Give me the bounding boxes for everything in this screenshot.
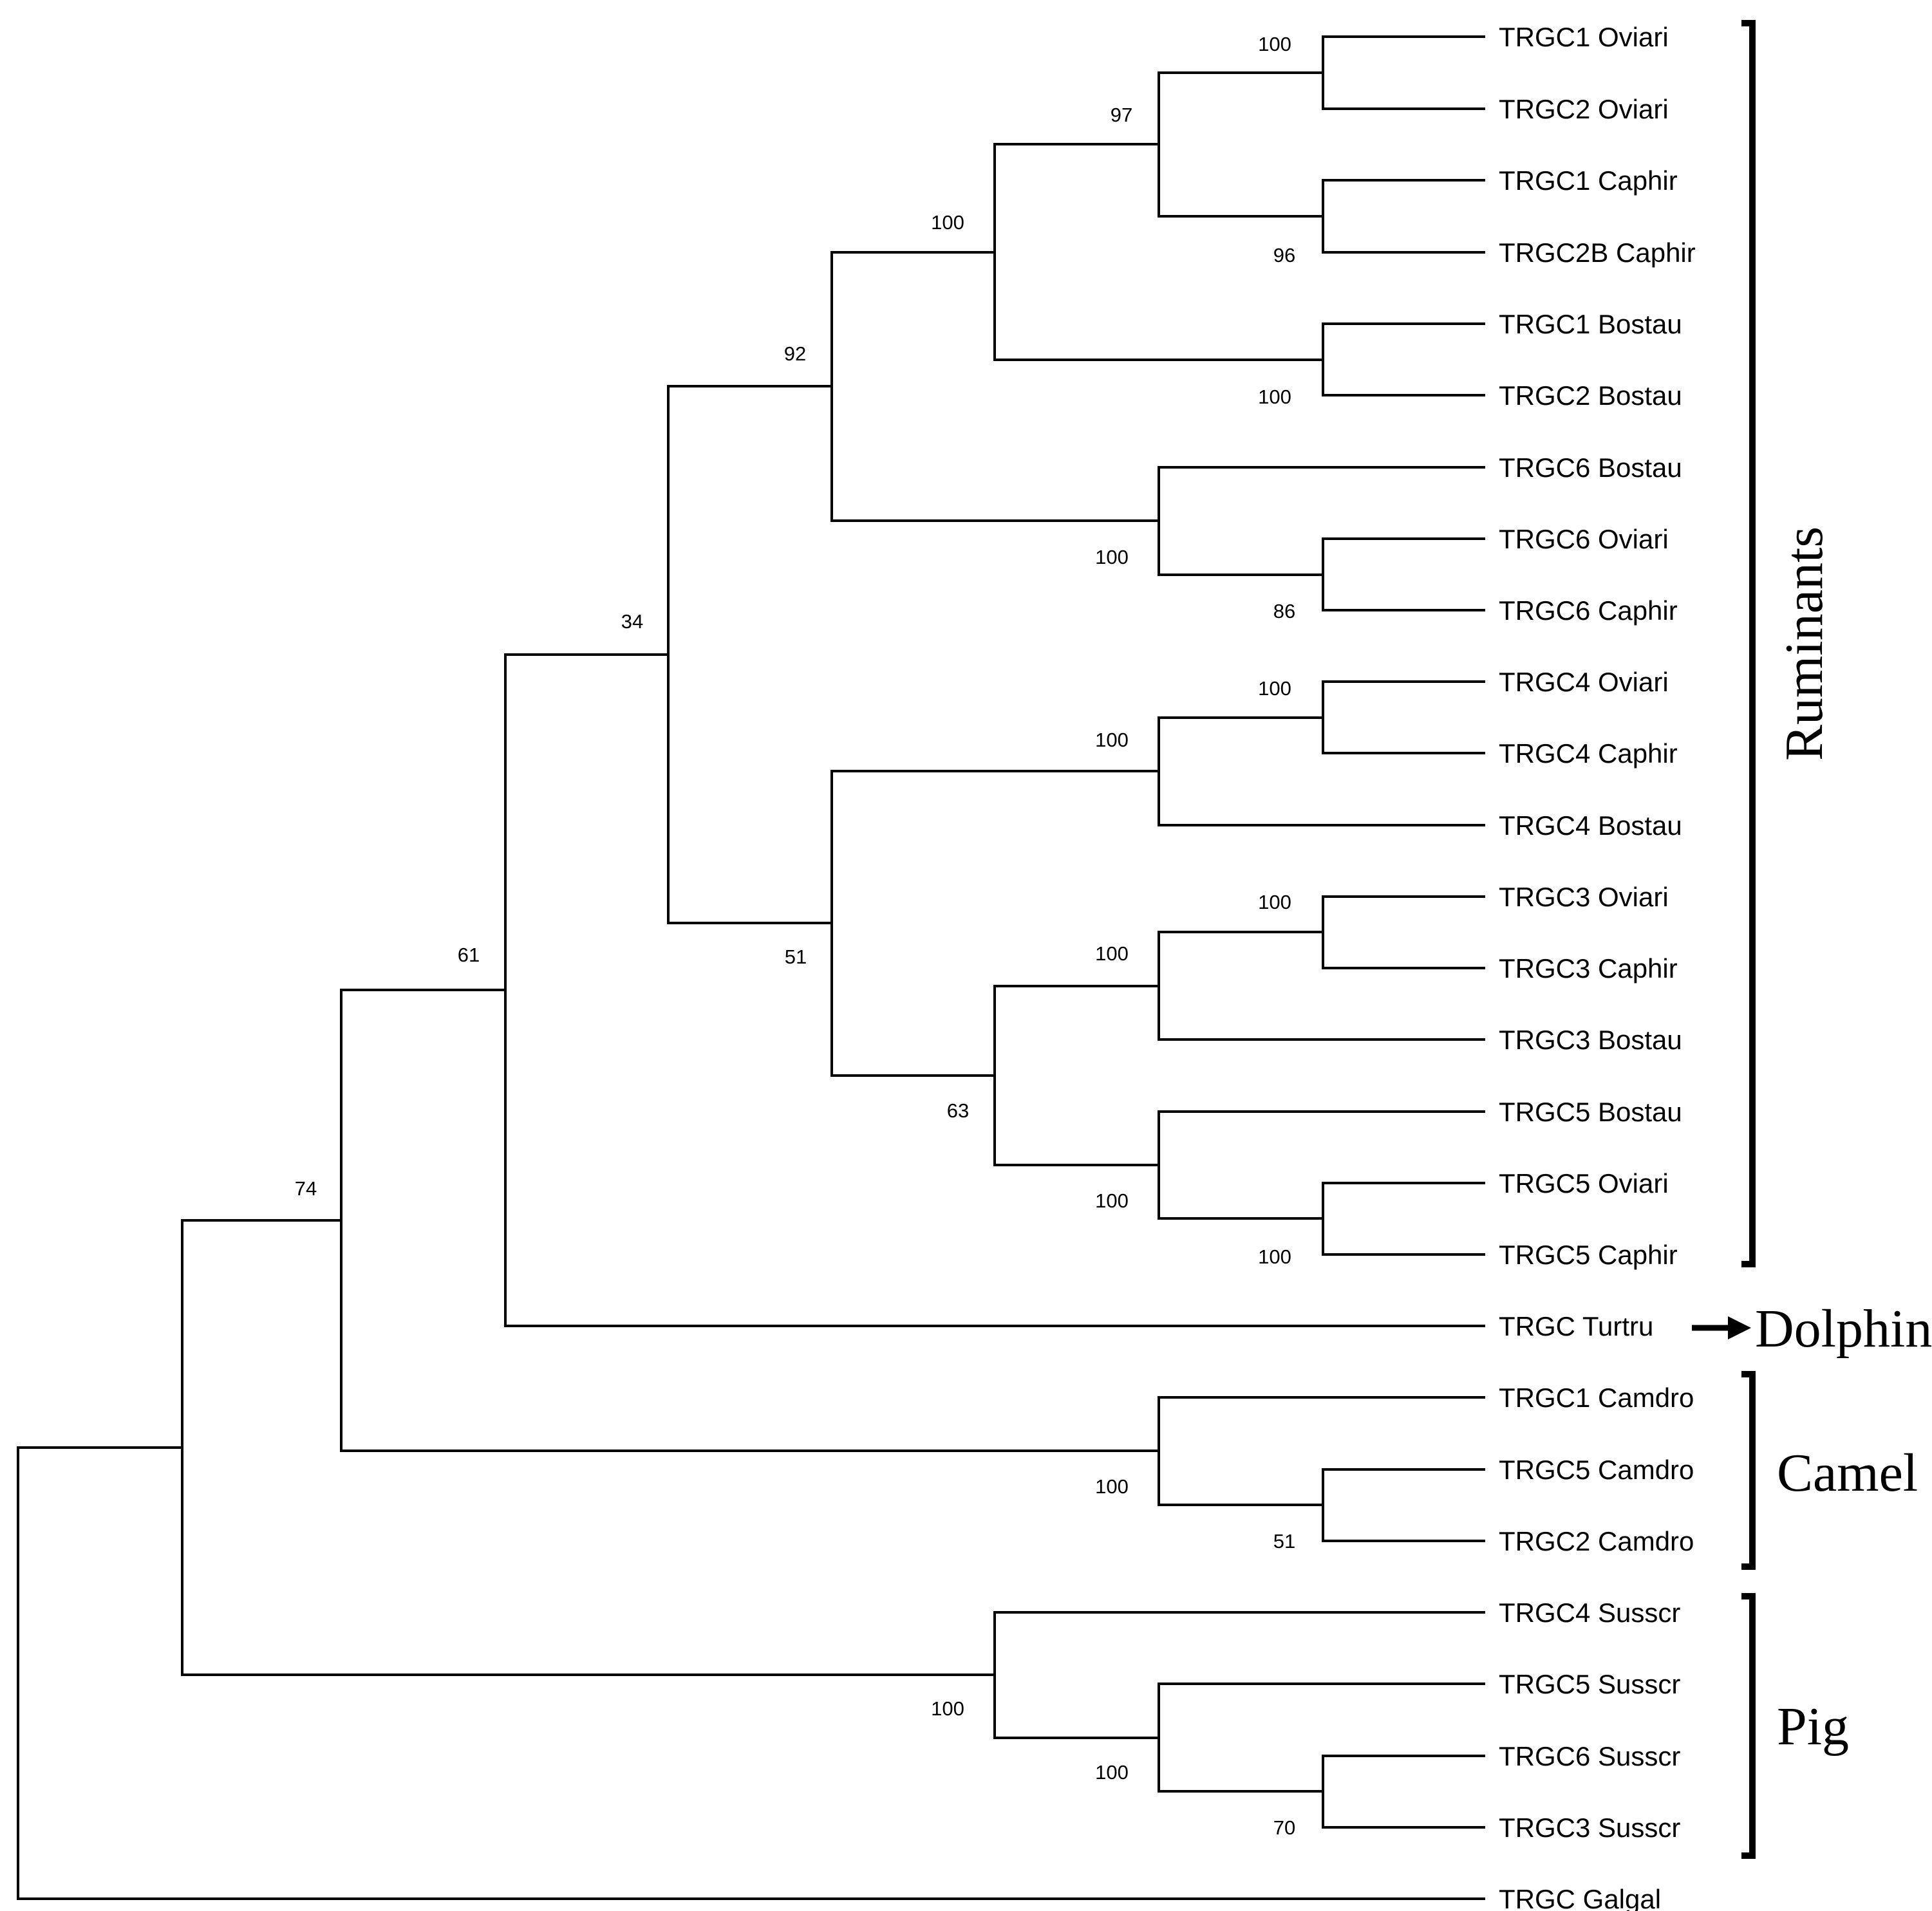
leaf-label: TRGC2 Oviari — [1499, 94, 1669, 124]
branch — [1158, 716, 1485, 826]
bootstrap-label: 100 — [931, 211, 964, 234]
bootstrap-label: 92 — [784, 342, 806, 365]
branch — [1322, 322, 1485, 396]
branch — [1158, 1396, 1485, 1506]
bootstrap-label: 74 — [295, 1177, 317, 1200]
branch — [1322, 1755, 1485, 1829]
leaf-labels: TRGC1 Oviari TRGC2 Oviari TRGC1 Caphir T… — [1499, 22, 1696, 1911]
branch — [1158, 71, 1324, 218]
bootstrap-label: 100 — [1258, 1245, 1291, 1268]
branch — [1322, 1182, 1485, 1256]
bootstrap-label: 100 — [1258, 891, 1291, 913]
branch — [993, 1611, 1485, 1739]
branch — [1322, 179, 1485, 254]
branch — [993, 985, 1160, 1166]
bootstrap-label: 63 — [947, 1099, 969, 1122]
pig-label: Pig — [1777, 1697, 1849, 1757]
leaf-label: TRGC3 Susscr — [1499, 1813, 1680, 1843]
bootstrap-label: 100 — [1095, 942, 1129, 965]
branch — [1322, 1468, 1485, 1542]
branch — [1322, 680, 1485, 754]
bootstrap-label: 51 — [1273, 1530, 1295, 1552]
ruminants-bracket — [1741, 20, 1756, 1267]
bootstrap-label: 100 — [1095, 729, 1129, 751]
bootstrap-label: 51 — [785, 946, 807, 968]
leaf-label: TRGC6 Oviari — [1499, 524, 1669, 554]
leaf-label: TRGC6 Bostau — [1499, 452, 1682, 483]
leaf-label: TRGC1 Bostau — [1499, 309, 1682, 339]
leaf-label: TRGC2B Caphir — [1499, 238, 1696, 268]
bootstrap-label: 100 — [931, 1697, 964, 1720]
bootstrap-values: 100 96 97 100 100 86 100 92 100 100 100 … — [295, 33, 1295, 1839]
branch — [1158, 466, 1485, 576]
leaf-label: TRGC2 Bostau — [1499, 380, 1682, 411]
pig-bracket — [1741, 1593, 1756, 1859]
bootstrap-label: 97 — [1111, 104, 1132, 126]
camel-bracket — [1741, 1371, 1756, 1570]
bootstrap-label: 100 — [1095, 546, 1129, 568]
leaf-label: TRGC5 Caphir — [1499, 1240, 1678, 1270]
leaf-label: TRGC1 Camdro — [1499, 1383, 1694, 1413]
arrow-right-icon — [1692, 1316, 1751, 1339]
bootstrap-label: 34 — [621, 610, 643, 633]
group-annotations: Ruminants Dolphin Camel Pig — [1692, 20, 1932, 1859]
bootstrap-label: 100 — [1095, 1475, 1129, 1498]
leaf-label: TRGC3 Caphir — [1499, 953, 1678, 983]
leaf-label: TRGC5 Susscr — [1499, 1669, 1680, 1699]
tree-branches — [17, 35, 1485, 1900]
branch — [1158, 1110, 1485, 1220]
branch — [1322, 895, 1485, 969]
leaf-label: TRGC4 Caphir — [1499, 738, 1678, 769]
leaf-label: TRGC4 Oviari — [1499, 667, 1669, 697]
leaf-label: TRGC1 Oviari — [1499, 22, 1669, 52]
leaf-label: TRGC Galgal — [1499, 1884, 1661, 1911]
leaf-label: TRGC5 Oviari — [1499, 1168, 1669, 1198]
dolphin-label: Dolphin — [1755, 1299, 1932, 1359]
bootstrap-label: 100 — [1258, 677, 1291, 700]
leaf-label: TRGC4 Susscr — [1499, 1598, 1680, 1628]
bootstrap-label: 100 — [1258, 386, 1291, 408]
bootstrap-label: 100 — [1095, 1189, 1129, 1212]
ruminants-label: Ruminants — [1774, 527, 1834, 761]
branch — [1322, 537, 1485, 611]
leaf-label: TRGC6 Susscr — [1499, 1741, 1680, 1771]
bootstrap-label: 96 — [1273, 244, 1295, 266]
branch — [17, 1446, 1485, 1900]
leaf-label: TRGC3 Oviari — [1499, 882, 1669, 912]
bootstrap-label: 86 — [1273, 600, 1295, 622]
bootstrap-label: 70 — [1273, 1816, 1295, 1839]
branch — [1158, 1683, 1485, 1793]
leaf-label: TRGC1 Caphir — [1499, 165, 1678, 196]
branch — [1158, 931, 1485, 1041]
bootstrap-label: 100 — [1258, 33, 1291, 55]
branch — [181, 1219, 996, 1676]
leaf-label: TRGC5 Camdro — [1499, 1455, 1694, 1485]
leaf-label: TRGC4 Bostau — [1499, 810, 1682, 841]
bootstrap-label: 61 — [458, 944, 480, 966]
leaf-label: TRGC5 Bostau — [1499, 1097, 1682, 1127]
branch — [340, 989, 1160, 1452]
camel-label: Camel — [1777, 1443, 1918, 1503]
branch — [1322, 35, 1485, 110]
bootstrap-label: 100 — [1095, 1761, 1129, 1784]
branch — [667, 385, 833, 924]
leaf-label: TRGC2 Camdro — [1499, 1526, 1694, 1556]
leaf-label: TRGC3 Bostau — [1499, 1025, 1682, 1055]
leaf-label: TRGC Turtru — [1499, 1311, 1653, 1341]
leaf-label: TRGC6 Caphir — [1499, 595, 1678, 626]
